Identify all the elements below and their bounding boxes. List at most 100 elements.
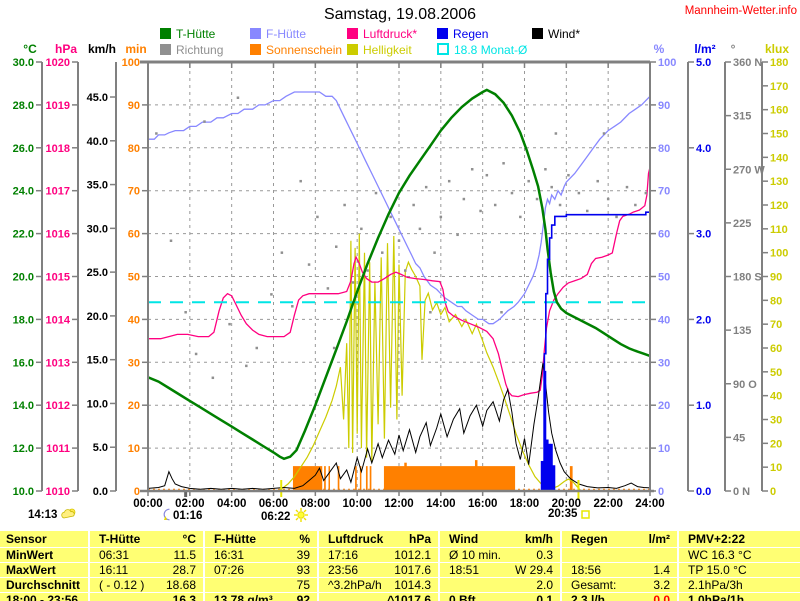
wind-direction-dot bbox=[307, 263, 311, 266]
axis-tick-label-lux: 60 bbox=[770, 343, 782, 355]
wind-direction-dot bbox=[194, 352, 198, 356]
cell-value: 75 bbox=[296, 578, 310, 592]
table-cell: 06:31 11.5 bbox=[88, 548, 203, 562]
rain-bar bbox=[552, 465, 556, 490]
axis-tick-label-sun: 50 bbox=[128, 272, 140, 284]
axis-header-temp: °C bbox=[23, 42, 37, 56]
table-cell: ( - 0.12 ) 18.68 bbox=[88, 578, 203, 592]
axis-tick-label-wind: 10.0 bbox=[87, 398, 108, 410]
axis-tick-label-dir: 315 bbox=[733, 111, 751, 123]
wind-direction-dot bbox=[550, 185, 553, 189]
rain-bar bbox=[543, 370, 547, 490]
sunshine-bar bbox=[369, 466, 372, 490]
wind-direction-dot bbox=[535, 197, 539, 201]
table-cell: 2.0 bbox=[438, 578, 560, 592]
cell-value: 18.68 bbox=[165, 578, 196, 592]
wind-direction-dot bbox=[351, 281, 355, 284]
table-cell: Gesamt: 3.2 bbox=[560, 578, 677, 592]
wind-direction-dot bbox=[397, 239, 401, 242]
x-axis-label: 22:00 bbox=[593, 498, 622, 510]
table-row-label: Sensor bbox=[0, 531, 88, 547]
table-row-label: MaxWert bbox=[6, 563, 56, 577]
wind-direction-dot bbox=[429, 311, 432, 314]
cell-value: 39 bbox=[296, 548, 310, 562]
series-helligkeit-line bbox=[148, 233, 650, 492]
axis-tick-label-sun: 20 bbox=[128, 400, 140, 412]
square-swatch-icon bbox=[347, 28, 358, 39]
cell-value: 16.3 bbox=[172, 593, 196, 601]
axis-header-wind: km/h bbox=[88, 42, 116, 56]
cell-value: 92 bbox=[296, 593, 310, 601]
wind-direction-dot bbox=[462, 197, 466, 201]
wind-direction-dot bbox=[519, 215, 522, 219]
axis-tick-label-sun: 0 bbox=[134, 486, 140, 498]
axis-tick-label-temp: 24.0 bbox=[13, 186, 34, 198]
cell-value: 1017.6 bbox=[394, 563, 431, 577]
column-unit: l/m² bbox=[648, 532, 670, 546]
table-cell: 2.1hPa/3h bbox=[677, 578, 800, 592]
cell-value: W 29.4 bbox=[514, 563, 553, 577]
table-cell: 18:51 W 29.4 bbox=[438, 563, 560, 577]
axis-tick-label-sun: 30 bbox=[128, 357, 140, 369]
moon-corner-label: 14:13 bbox=[28, 508, 77, 522]
series-wind-line bbox=[148, 363, 650, 490]
sunrise-label: 06:22 bbox=[261, 508, 308, 523]
axis-tick-label-dir: 225 bbox=[733, 218, 751, 230]
wind-direction-dot bbox=[374, 191, 378, 195]
table-cell: Regen l/m² bbox=[560, 531, 677, 547]
sun-icon bbox=[293, 508, 308, 522]
wind-direction-dot bbox=[424, 185, 428, 189]
site-link[interactable]: Mannheim-Wetter.info bbox=[684, 5, 797, 17]
legend-item-helligkeit: Helligkeit bbox=[347, 43, 412, 57]
x-axis-label: 02:00 bbox=[175, 498, 204, 510]
cell-value: 1014.3 bbox=[394, 578, 431, 592]
axis-tick-label-dir: 180 S bbox=[733, 272, 762, 284]
table-cell: Ø 10 min. 0.3 bbox=[438, 548, 560, 562]
table-cell: 16.3 bbox=[88, 593, 203, 601]
table-row: MaxWert 16:11 28.7 07:26 93 23:56 1017.6 18:51 W… bbox=[0, 562, 800, 577]
axis-tick-label-hum: 30 bbox=[658, 357, 670, 369]
legend-item-regen: Regen bbox=[437, 27, 488, 41]
legend-item-wind-: Wind* bbox=[532, 27, 580, 41]
table-row: 18:00 - 23:56 16.3 13.78 g/m³ 92 ^1017.6 0 Bf… bbox=[0, 592, 800, 601]
axis-tick-label-rain: 1.0 bbox=[696, 400, 711, 412]
cell-time: Ø 10 min. bbox=[449, 548, 502, 562]
axis-tick-label-lux: 110 bbox=[770, 224, 788, 236]
axis-tick-label-lux: 150 bbox=[770, 129, 788, 141]
axis-tick-label-sun: 80 bbox=[128, 143, 140, 155]
wind-direction-dot bbox=[418, 227, 422, 231]
axis-tick-label-lux: 120 bbox=[770, 200, 788, 212]
column-label: Regen bbox=[571, 532, 608, 546]
axis-tick-label-hum: 50 bbox=[658, 272, 670, 284]
legend-label: 18.8 Monat-Ø bbox=[454, 43, 528, 57]
axis-tick-label-lux: 170 bbox=[770, 81, 788, 93]
cell-value: 2.0 bbox=[536, 578, 553, 592]
x-axis-label: 10:00 bbox=[342, 498, 371, 510]
axis-tick-label-hpa: 1016 bbox=[46, 229, 70, 241]
wind-direction-dot bbox=[554, 132, 558, 135]
table-row: MinWert 06:31 11.5 16:31 39 17:16 1012.1 Ø 10 m… bbox=[0, 547, 800, 562]
wind-direction-dot bbox=[316, 215, 319, 219]
legend-label: Richtung bbox=[176, 43, 224, 57]
wind-direction-dot bbox=[602, 132, 606, 135]
sunrise-time: 06:22 bbox=[261, 511, 291, 523]
hollow-square-swatch-icon bbox=[437, 43, 449, 55]
cell-time: 1.0hPa/1h bbox=[688, 593, 745, 601]
wind-direction-dot bbox=[203, 120, 206, 123]
axis-tick-label-temp: 28.0 bbox=[13, 100, 34, 112]
axis-header-hpa: hPa bbox=[55, 42, 77, 56]
wind-direction-dot bbox=[485, 173, 489, 177]
cell-value: ^1017.6 bbox=[387, 593, 431, 601]
axis-tick-label-wind: 0.0 bbox=[93, 486, 108, 498]
x-axis-label: 16:00 bbox=[468, 498, 497, 510]
table-cell: 17:16 1012.1 bbox=[317, 548, 438, 562]
wind-direction-dot bbox=[404, 269, 407, 272]
table-cell bbox=[560, 548, 677, 562]
axis-header-sun: min bbox=[125, 42, 146, 56]
sunset-label: 20:35 bbox=[548, 508, 590, 522]
table-cell: 23:56 1017.6 bbox=[317, 563, 438, 577]
moon-arrow-icon bbox=[163, 508, 170, 521]
x-axis-label: 14:00 bbox=[426, 498, 455, 510]
column-label: Luftdruck bbox=[328, 532, 384, 546]
axis-tick-label-hum: 80 bbox=[658, 143, 670, 155]
